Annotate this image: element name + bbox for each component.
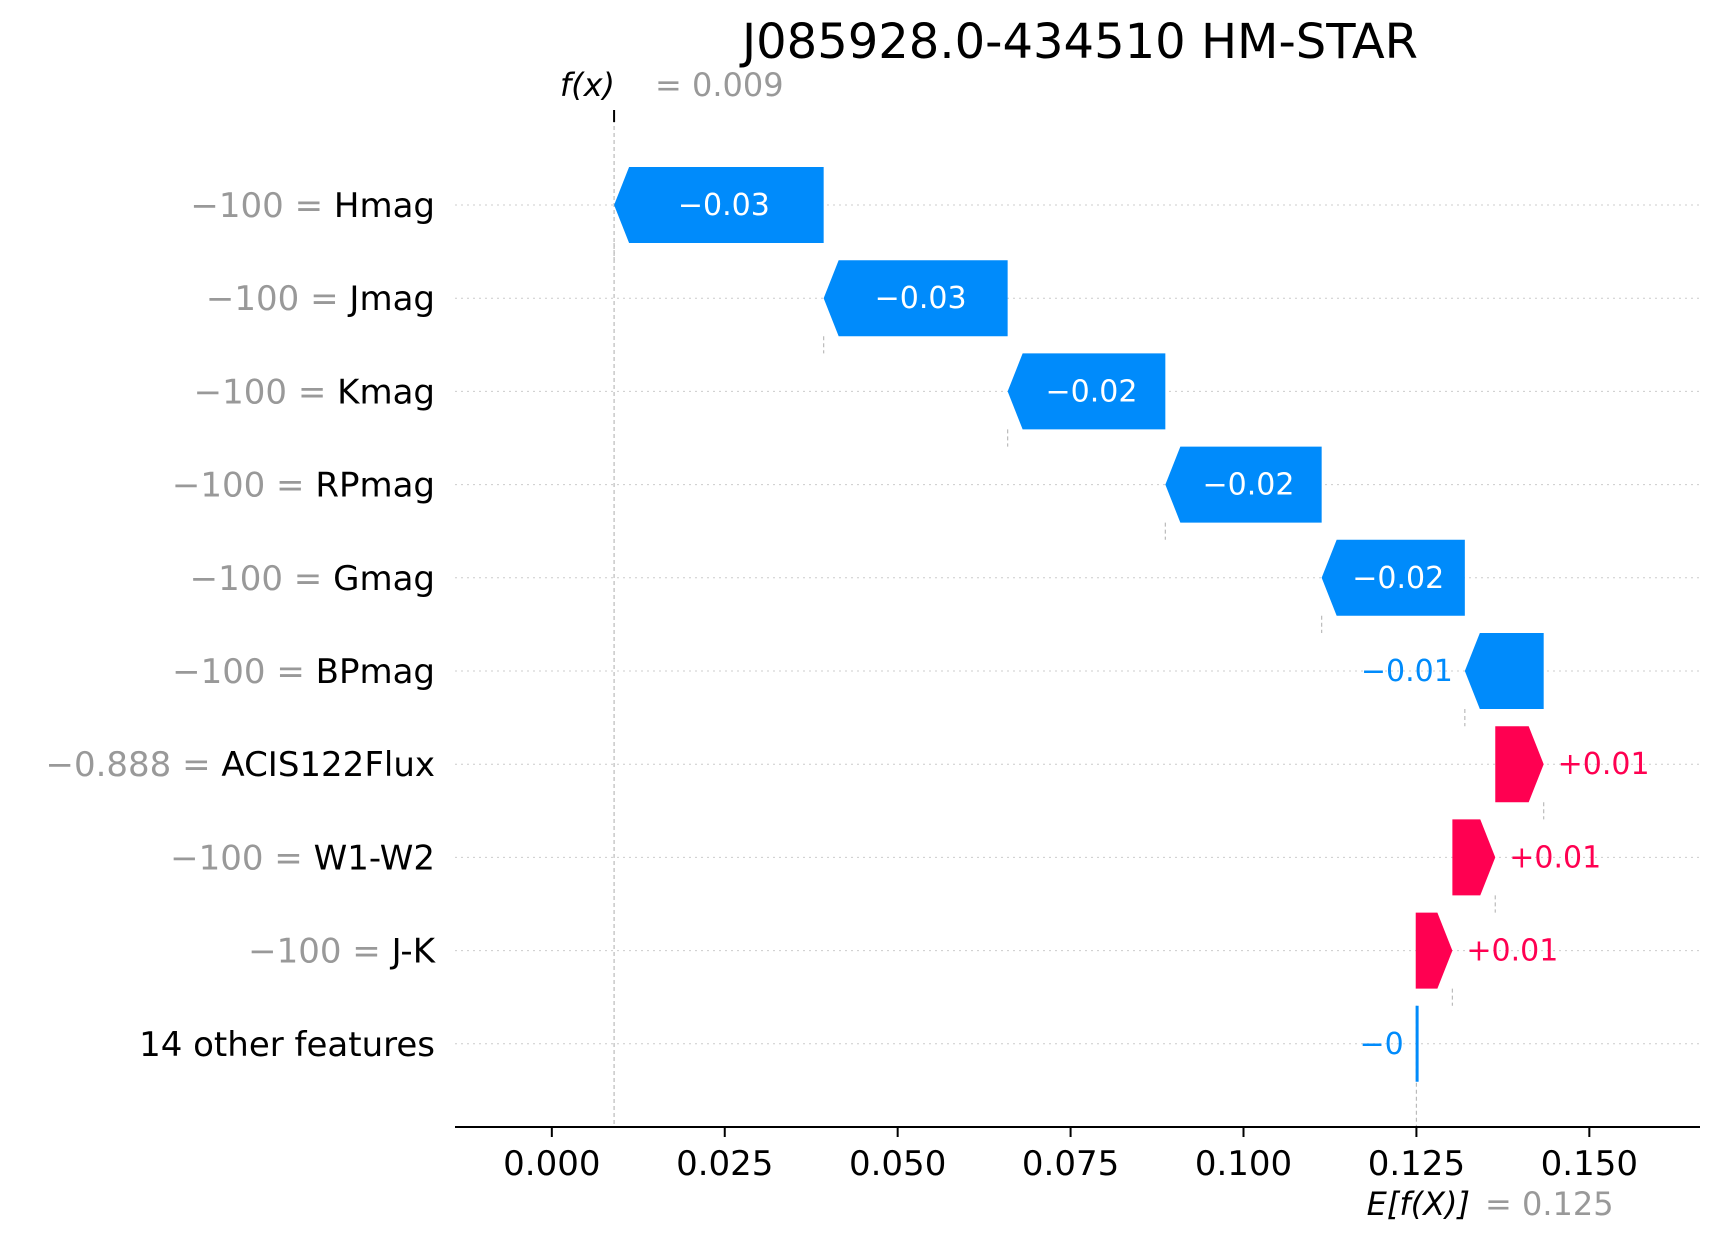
bars: −0.03 −0.03 −0.02 −0.02 −0.02 −0.01 +0.01 +0.01… bbox=[614, 167, 1650, 1082]
feature-label: −100 = J-K bbox=[248, 932, 437, 972]
feature-label: −100 = Gmag bbox=[190, 559, 435, 599]
fx-annotation: f(x) = 0.009 bbox=[560, 66, 784, 104]
feature-label: 14 other features bbox=[139, 1025, 435, 1065]
bar-value-label: −0.03 bbox=[678, 188, 770, 223]
gridlines bbox=[455, 204, 1700, 1045]
fx-value: = 0.009 bbox=[655, 66, 784, 104]
bar-w1-w2 bbox=[1452, 819, 1496, 896]
bar-acis122flux bbox=[1495, 726, 1544, 803]
x-axis: 0.000 0.025 0.050 0.075 0.100 0.125 0.150 bbox=[455, 1126, 1700, 1184]
bar-value-label: +0.01 bbox=[1558, 747, 1650, 782]
bar-hmag bbox=[614, 167, 824, 243]
feature-label: −100 = RPmag bbox=[172, 466, 435, 506]
x-tick-label: 0.125 bbox=[1368, 1144, 1465, 1184]
base-label: E[f(X)] bbox=[1367, 1185, 1470, 1223]
bar-gmag bbox=[1321, 539, 1465, 616]
bar-value-label: −0.02 bbox=[1046, 374, 1138, 409]
feature-label: −100 = BPmag bbox=[172, 652, 435, 692]
bar-kmag bbox=[1007, 353, 1166, 430]
feature-label: −100 = Hmag bbox=[190, 186, 435, 226]
x-tick-label: 0.000 bbox=[503, 1144, 600, 1184]
bar-value-label: −0 bbox=[1359, 1027, 1403, 1062]
connector-lines bbox=[613, 110, 1545, 1127]
bar-rpmag bbox=[1165, 446, 1322, 523]
bar-jmag bbox=[823, 260, 1008, 337]
x-tick-label: 0.050 bbox=[849, 1144, 946, 1184]
bar-j-k bbox=[1415, 912, 1453, 989]
feature-labels: −100 = Hmag −100 = Jmag −100 = Kmag −100 = … bbox=[45, 186, 436, 1065]
bar-value-label: −0.02 bbox=[1203, 468, 1295, 503]
feature-label: −100 = W1-W2 bbox=[170, 838, 435, 878]
bar-bpmag bbox=[1464, 633, 1544, 709]
base-value: = 0.125 bbox=[1485, 1185, 1614, 1223]
feature-label: −0.888 = ACIS122Flux bbox=[45, 745, 435, 785]
bar-value-label: +0.01 bbox=[1466, 934, 1558, 969]
bar-value-label: −0.03 bbox=[875, 281, 967, 316]
x-tick-label: 0.100 bbox=[1195, 1144, 1292, 1184]
feature-label: −100 = Kmag bbox=[194, 372, 435, 412]
feature-label: −100 = Jmag bbox=[206, 279, 435, 319]
x-tick-label: 0.075 bbox=[1022, 1144, 1119, 1184]
base-value-annotation: E[f(X)] = 0.125 bbox=[1367, 1185, 1614, 1223]
chart-title: J085928.0-434510 HM-STAR bbox=[739, 14, 1418, 70]
x-tick-label: 0.150 bbox=[1541, 1144, 1638, 1184]
x-tick-label: 0.025 bbox=[676, 1144, 773, 1184]
fx-label: f(x) bbox=[560, 66, 615, 104]
bar-value-label: −0.01 bbox=[1361, 654, 1453, 689]
bar-value-label: +0.01 bbox=[1509, 840, 1601, 875]
bar-value-label: −0.02 bbox=[1352, 561, 1444, 596]
